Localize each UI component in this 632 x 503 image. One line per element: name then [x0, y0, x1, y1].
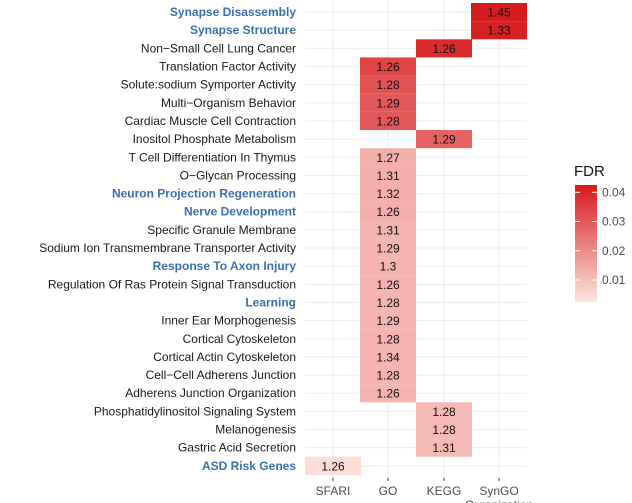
cell-value-label: 1.34	[376, 350, 400, 364]
cell-value-label: 1.28	[376, 332, 400, 346]
cell-value-label: 1.31	[432, 441, 456, 455]
heatmap-cell	[360, 275, 416, 294]
legend-ticks: 0.04 0.03 0.02 0.01	[575, 185, 626, 287]
cell-value-label: 1.28	[376, 369, 400, 383]
heatmap-cell	[305, 456, 361, 475]
heatmap-cells: 1.451.331.261.261.281.291.281.291.271.31…	[305, 3, 527, 475]
legend-title: FDR	[574, 163, 605, 180]
legend-tick-label: 0.03	[602, 215, 626, 229]
heatmap-cell	[416, 420, 472, 439]
cell-value-label: 1.29	[376, 96, 400, 110]
cell-value-label: 1.29	[432, 133, 456, 147]
heatmap-cell	[360, 93, 416, 112]
cell-value-label: 1.3	[380, 260, 397, 274]
row-label: Specific Granule Membrane	[147, 223, 296, 237]
cell-value-label: 1.26	[376, 205, 400, 219]
row-label: Non−Small Cell Lung Cancer	[141, 41, 296, 55]
heatmap-cell	[471, 3, 527, 22]
row-label: Phosphatidylinositol Signaling System	[94, 404, 296, 418]
legend-tick-label: 0.01	[602, 273, 626, 287]
cell-value-label: 1.29	[376, 314, 400, 328]
cell-value-label: 1.28	[432, 405, 456, 419]
row-label: Nerve Development	[184, 205, 296, 219]
x-tick-label: SFARI	[316, 484, 351, 498]
heatmap-cell	[360, 311, 416, 330]
heatmap-cell	[416, 130, 472, 149]
heatmap-cell	[360, 75, 416, 94]
heatmap-cell	[416, 39, 472, 58]
heatmap-cell	[360, 111, 416, 131]
x-tick-label: SynGO	[479, 484, 518, 498]
heatmap-cell	[360, 384, 416, 403]
heatmap-cell	[360, 238, 416, 258]
heatmap-cell	[360, 148, 416, 167]
row-label: O−Glycan Processing	[180, 168, 296, 182]
heatmap-cell	[360, 366, 416, 385]
cell-value-label: 1.29	[376, 242, 400, 256]
heatmap-cell	[360, 220, 416, 239]
cell-value-label: 1.33	[487, 24, 511, 38]
cell-value-label: 1.28	[376, 114, 400, 128]
cell-value-label: 1.28	[376, 78, 400, 92]
row-label: Cortical Actin Cytoskeleton	[153, 350, 296, 364]
x-tick-label: KEGG	[427, 484, 462, 498]
cell-value-label: 1.32	[376, 187, 400, 201]
row-label: Inner Ear Morphogenesis	[161, 314, 296, 328]
row-label: Gastric Acid Secretion	[178, 441, 296, 455]
row-label: ASD Risk Genes	[202, 459, 296, 473]
row-label: Adherens Junction Organization	[125, 386, 296, 400]
cell-value-label: 1.26	[376, 278, 400, 292]
heatmap-cell	[360, 184, 416, 203]
legend-tick-label: 0.04	[602, 185, 626, 199]
cell-value-label: 1.27	[376, 151, 400, 165]
cell-value-label: 1.28	[376, 296, 400, 310]
row-label: Sodium Ion Transmembrane Transporter Act…	[39, 241, 296, 255]
row-label: T Cell Differentiation In Thymus	[129, 150, 296, 164]
row-label: Solute:sodium Symporter Activity	[121, 78, 296, 92]
legend-colorbar	[575, 185, 597, 302]
row-label: Translation Factor Activity	[159, 60, 296, 74]
heatmap-cell	[360, 293, 416, 312]
x-tick-label: GO	[379, 484, 398, 498]
cell-value-label: 1.31	[376, 169, 400, 183]
heatmap-cell	[360, 257, 416, 276]
heatmap-cell	[360, 57, 416, 76]
cell-value-label: 1.31	[376, 223, 400, 237]
cell-value-label: 1.26	[321, 459, 345, 473]
heatmap-cell	[416, 438, 472, 457]
row-label: Synapse Structure	[190, 23, 296, 37]
row-label: Multi−Organism Behavior	[161, 96, 296, 110]
row-label: Inositol Phosphate Metabolism	[133, 132, 296, 146]
legend-tick-label: 0.02	[602, 244, 626, 258]
row-labels: Synapse Disassembly Synapse Structure Non−…	[39, 5, 296, 473]
cell-value-label: 1.45	[487, 6, 511, 20]
cell-value-label: 1.26	[376, 60, 400, 74]
row-label: Cardiac Muscle Cell Contraction	[125, 114, 296, 128]
cell-value-label: 1.28	[432, 423, 456, 437]
heatmap-cell	[360, 202, 416, 221]
legend: FDR 0.04 0.03 0.02 0.01	[574, 163, 626, 302]
heatmap-cell	[360, 347, 416, 366]
row-label: Regulation Of Ras Protein Signal Transdu…	[48, 277, 296, 291]
heatmap-cell	[471, 21, 527, 40]
row-label: Cell−Cell Adherens Junction	[146, 368, 296, 382]
heatmap-cell	[360, 166, 416, 185]
row-label: Response To Axon Injury	[153, 259, 297, 273]
cell-value-label: 1.26	[376, 387, 400, 401]
x-axis-labels: SFARI GO KEGG SynGOOrganization	[316, 477, 533, 503]
row-label: Neuron Projection Regeneration	[112, 187, 296, 201]
row-label: Synapse Disassembly	[170, 5, 296, 19]
heatmap-cell	[360, 329, 416, 348]
heatmap-cell	[416, 402, 472, 421]
row-label: Cortical Cytoskeleton	[183, 332, 296, 346]
x-tick-label: Organization	[465, 498, 533, 503]
cell-value-label: 1.26	[432, 42, 456, 56]
row-label: Melanogenesis	[215, 423, 296, 437]
row-label: Learning	[245, 295, 296, 309]
